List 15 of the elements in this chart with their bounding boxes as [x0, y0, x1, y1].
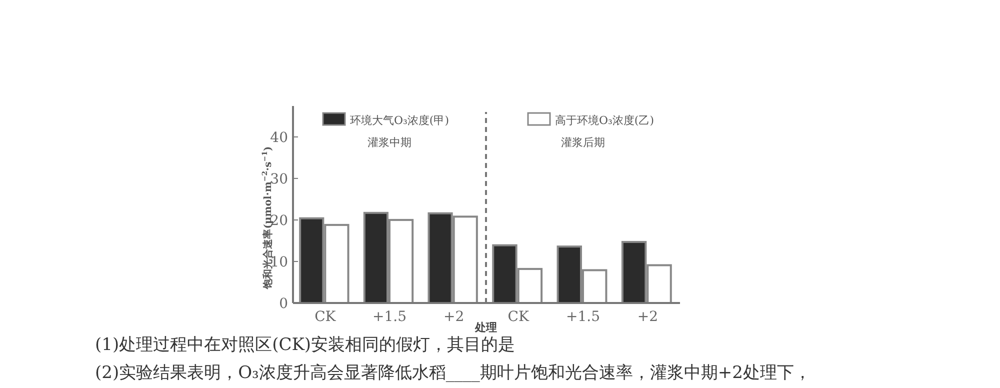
text: 灌浆后期	[561, 136, 605, 149]
x-tick-label: +1.5	[372, 309, 406, 325]
y-tick-label: 40	[270, 130, 288, 146]
x-tick-label: CK	[508, 309, 530, 325]
legend-label: 环境大气O₃浓度(甲)	[350, 114, 450, 127]
text: (2)实验结果表明，O₃浓度升高会显著降低水稻____期叶片饱和光合速率，灌浆中期+2处理下，	[95, 363, 811, 383]
x-tick-label: CK	[314, 309, 336, 325]
legend-label: 高于环境O₃浓度(乙)	[555, 114, 654, 127]
text: (1)处理过程中在对照区(CK)安装相同的假灯，其目的是	[95, 335, 516, 355]
text: 灌浆中期	[368, 136, 412, 149]
x-axis-title: 处理	[474, 321, 497, 334]
x-tick-label: +2	[444, 309, 464, 325]
x-tick-label: +2	[637, 309, 658, 325]
y-tick-label: 0	[279, 296, 288, 312]
x-tick-label: +1.5	[566, 309, 600, 325]
